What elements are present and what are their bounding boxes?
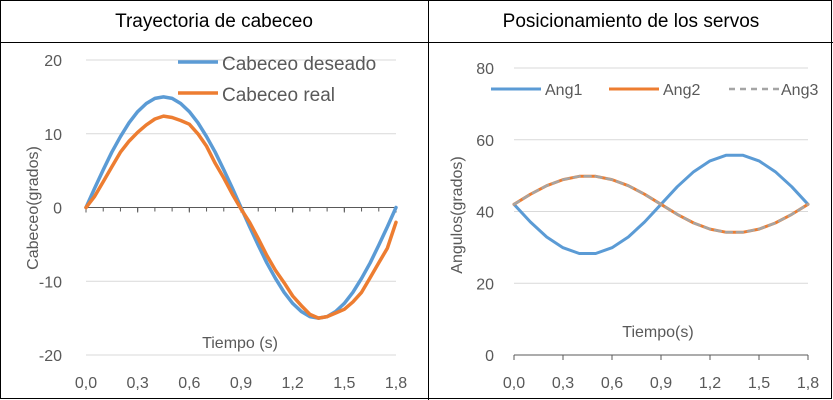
- right-legend-label: Ang2: [663, 82, 700, 99]
- left-legend-label: Cabeceo real: [222, 85, 335, 106]
- right-x-tick-label: 0,6: [601, 375, 623, 392]
- left-y-tick-label: 20: [44, 53, 62, 70]
- left-x-tick-label: 0,6: [178, 375, 200, 392]
- left-series-line-cabeceo-real: [84, 114, 398, 320]
- right-series-line-ang3: [512, 175, 810, 234]
- right-x-tick-label: 0,9: [650, 375, 672, 392]
- left-y-tick-label: 10: [44, 127, 62, 144]
- left-y-tick-label: -20: [39, 348, 62, 365]
- left-x-tick-label: 1,5: [333, 375, 355, 392]
- right-y-tick-label: 80: [476, 61, 494, 78]
- left-y-axis-label: Cabeceo(grados): [25, 146, 42, 270]
- panel-divider-vertical: [428, 0, 429, 400]
- left-x-tick-label: 1,2: [282, 375, 304, 392]
- left-y-tick-label: -10: [39, 274, 62, 291]
- right-y-tick-label: 20: [476, 276, 494, 293]
- left-x-tick-label: 0,0: [75, 375, 97, 392]
- right-y-tick-label: 0: [485, 348, 494, 365]
- right-x-tick-label: 0,3: [552, 375, 574, 392]
- left-x-tick-label: 0,9: [230, 375, 252, 392]
- right-y-tick-label: 40: [476, 205, 494, 222]
- right-x-tick-label: 1,8: [797, 375, 819, 392]
- left-x-tick-label: 0,3: [127, 375, 149, 392]
- right-y-tick-label: 60: [476, 133, 494, 150]
- left-y-tick-label: 0: [53, 201, 62, 218]
- chart-title-left: Trayectoria de cabeceo: [115, 11, 313, 32]
- left-x-axis-label: Tiempo (s): [202, 335, 278, 352]
- chart-title-right: Posicionamiento de los servos: [502, 11, 760, 32]
- left-x-tick-label: 1,8: [385, 375, 407, 392]
- right-x-tick-label: 1,5: [748, 375, 770, 392]
- right-legend-label: Ang3: [781, 82, 818, 99]
- right-x-tick-label: 0,0: [503, 375, 525, 392]
- right-y-axis-label: Angulos(grados): [449, 156, 466, 273]
- left-legend-label: Cabeceo deseado: [222, 54, 376, 75]
- right-legend-label: Ang1: [545, 82, 582, 99]
- right-x-axis-label: Tiempo(s): [622, 324, 693, 341]
- title-divider-horizontal: [0, 42, 833, 43]
- right-x-tick-label: 1,2: [699, 375, 721, 392]
